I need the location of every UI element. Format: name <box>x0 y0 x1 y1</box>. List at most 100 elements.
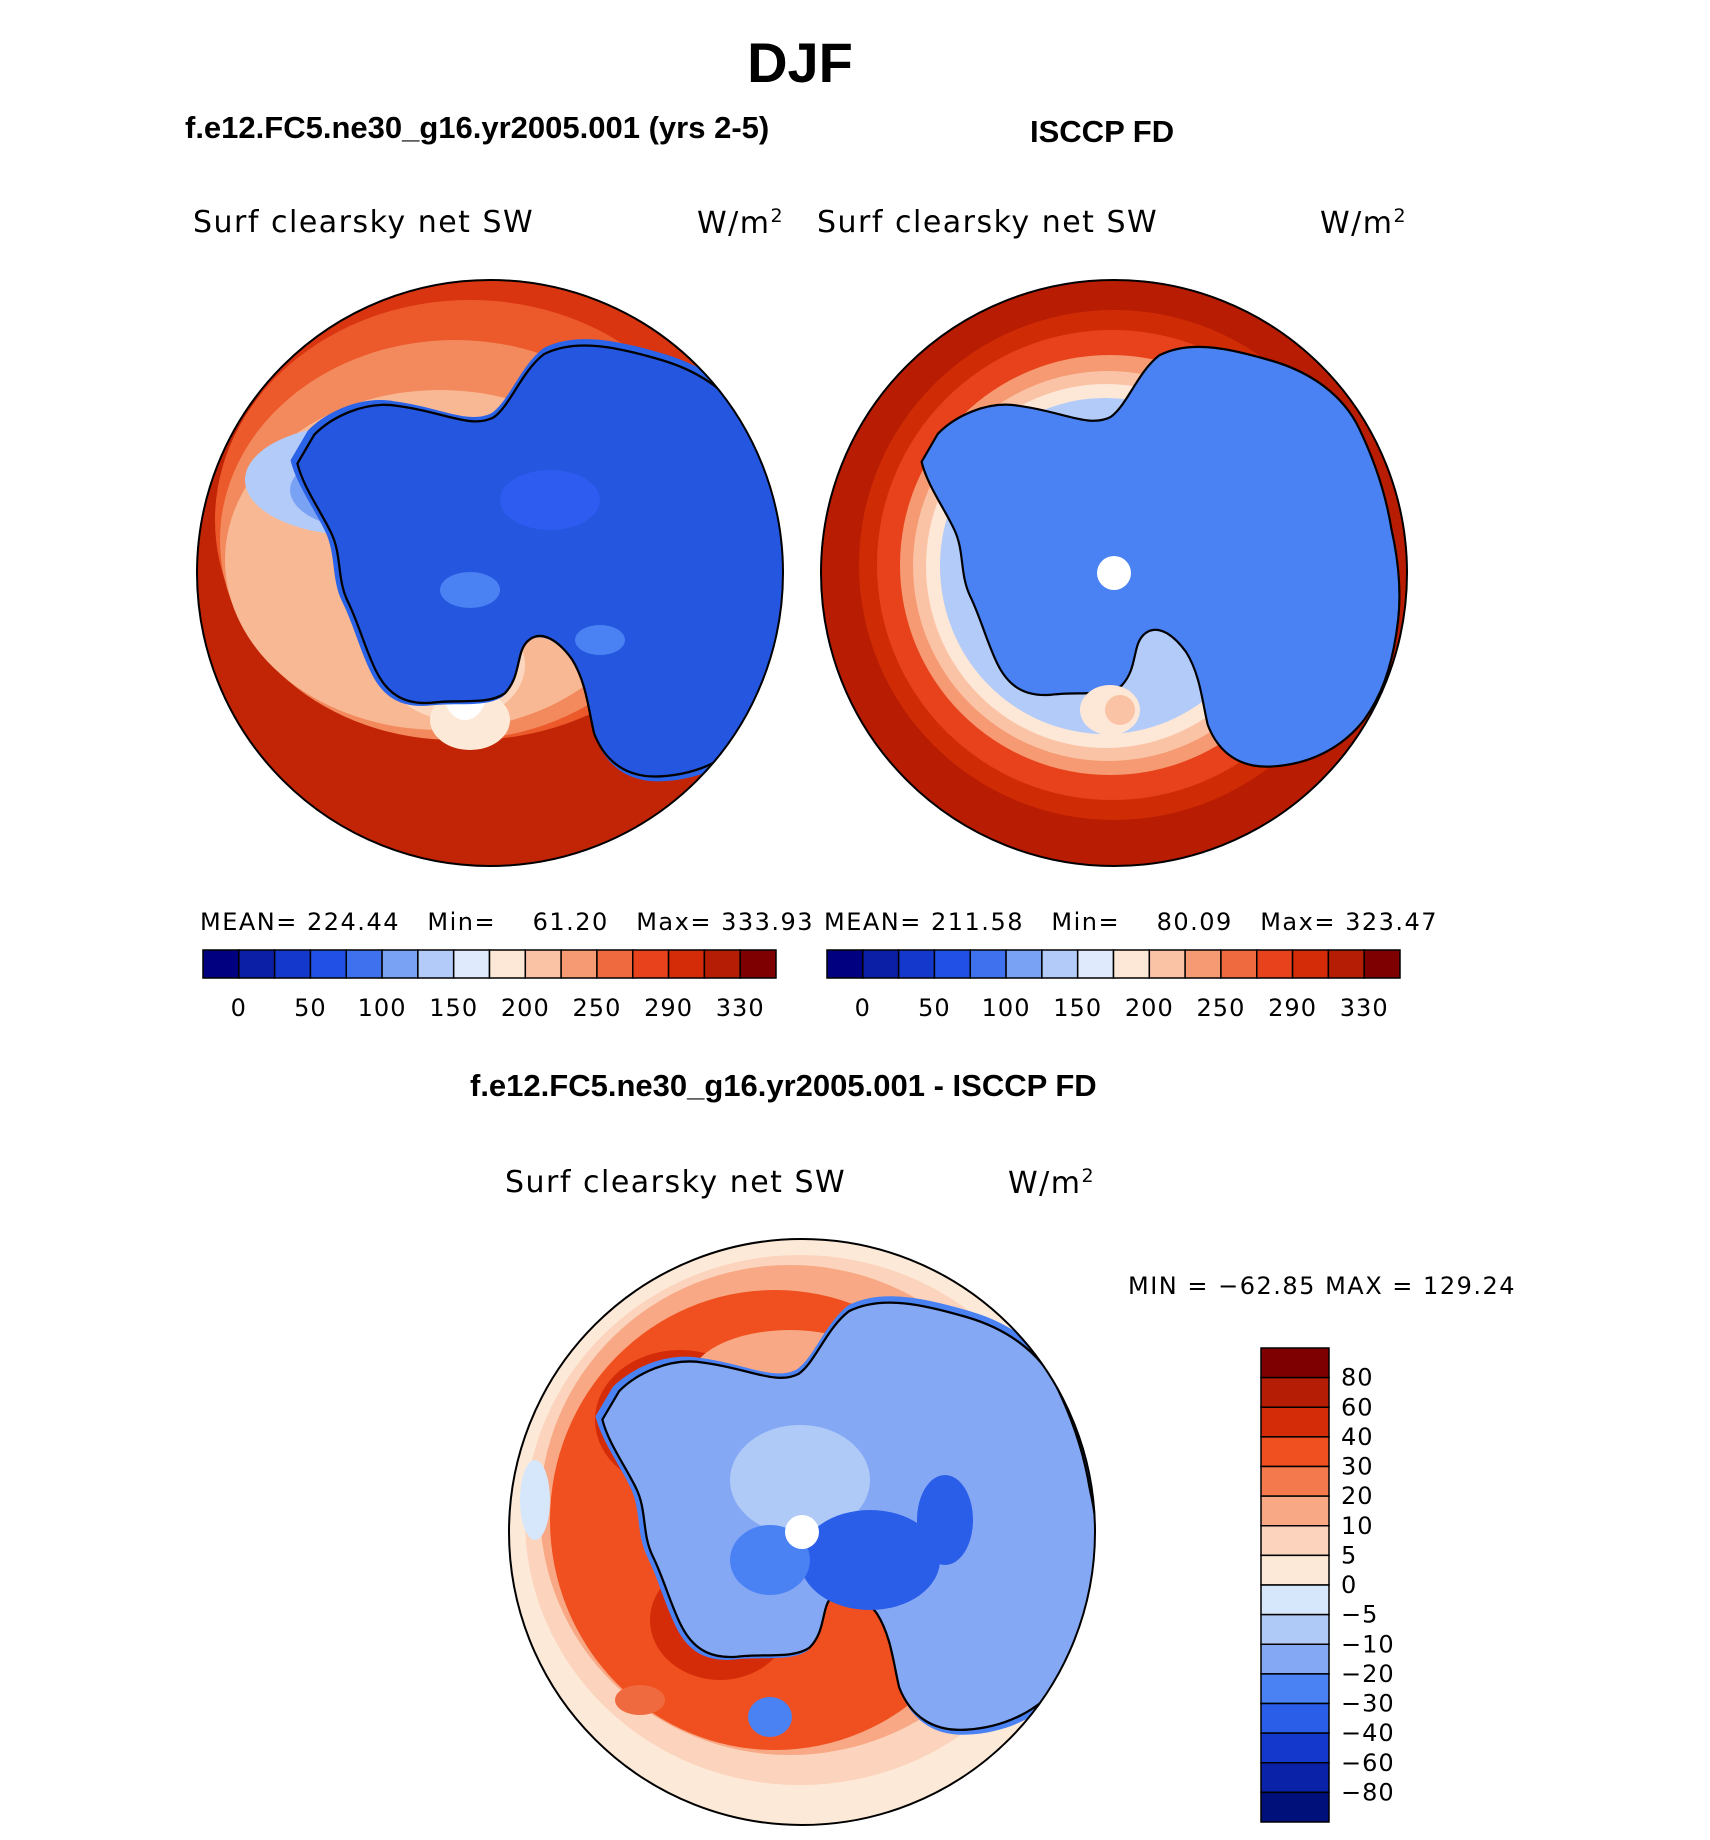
diff-colorbar-swatch <box>1260 1495 1330 1527</box>
diff-units-label: W/m2 <box>1008 1165 1096 1201</box>
diff-colorbar-tick-label: 60 <box>1341 1393 1374 1421</box>
diff-colorbar-swatch <box>1260 1376 1330 1408</box>
diff-colorbar-tick-label: 10 <box>1341 1512 1374 1540</box>
obs-colorbar-tick-label: 250 <box>1197 994 1246 1022</box>
obs-colorbar-tick-label: 0 <box>855 994 871 1022</box>
model-colorbar-swatch <box>309 949 347 979</box>
model-stats: MEAN= 224.44 Min= 61.20 Max= 333.93 <box>200 908 815 936</box>
obs-colorbar-tick-label: 330 <box>1340 994 1389 1022</box>
diff-colorbar-tick-label: 80 <box>1341 1364 1374 1392</box>
model-units-label: W/m2 <box>697 205 785 241</box>
diff-colorbar-swatch <box>1260 1584 1330 1616</box>
obs-colorbar-swatch <box>1005 949 1043 979</box>
diff-colorbar-swatch <box>1260 1791 1330 1823</box>
diff-colorbar-swatch <box>1260 1732 1330 1764</box>
diff-colorbar-swatch <box>1260 1406 1330 1438</box>
model-variable-label: Surf clearsky net SW <box>193 205 535 240</box>
diff-colorbar-swatch <box>1260 1347 1330 1379</box>
model-colorbar-swatch <box>345 949 383 979</box>
model-colorbar-swatch <box>202 949 240 979</box>
figure-title: DJF <box>747 31 853 94</box>
model-colorbar-swatch <box>452 949 491 979</box>
diff-colorbar-swatch <box>1260 1643 1330 1675</box>
obs-colorbar-tick-label: 290 <box>1268 994 1317 1022</box>
model-colorbar-swatch <box>667 949 706 979</box>
diff-colorbar-tick-label: 20 <box>1341 1482 1374 1510</box>
diff-colorbar-swatch <box>1260 1762 1330 1794</box>
model-colorbar-swatch <box>488 949 527 979</box>
diff-colorbar-tick-label: −20 <box>1341 1660 1395 1688</box>
obs-colorbar: 0 50 100 150 200 250 290 330 <box>826 949 1401 1022</box>
diff-colorbar-tick-label: −40 <box>1341 1719 1395 1747</box>
obs-colorbar-swatch <box>933 949 971 979</box>
model-panel-title: f.e12.FC5.ne30_g16.yr2005.001 (yrs 2-5) <box>185 110 770 145</box>
model-colorbar-tick-label: 250 <box>573 994 622 1022</box>
model-colorbar-swatch <box>632 949 670 979</box>
obs-colorbar-swatch <box>969 949 1007 979</box>
diff-stats: MIN = −62.85 MAX = 129.24 <box>1128 1272 1517 1300</box>
obs-colorbar-swatch <box>1327 949 1365 979</box>
model-colorbar-tick-label: 330 <box>716 994 765 1022</box>
obs-colorbar-swatch <box>1041 949 1079 979</box>
diff-colorbar-tick-label: −10 <box>1341 1630 1395 1658</box>
diff-colorbar-swatch <box>1260 1702 1330 1734</box>
obs-colorbar-tick-label: 100 <box>982 994 1031 1022</box>
obs-stats: MEAN= 211.58 Min= 80.09 Max= 323.47 <box>824 908 1439 936</box>
diff-colorbar-swatch <box>1260 1436 1330 1468</box>
diff-colorbar-tick-label: 40 <box>1341 1423 1374 1451</box>
diff-colorbar-swatch <box>1260 1525 1330 1557</box>
model-colorbar-tick-label: 50 <box>294 994 327 1022</box>
diff-panel-title: f.e12.FC5.ne30_g16.yr2005.001 - ISCCP FD <box>470 1068 1097 1103</box>
obs-colorbar-swatch <box>1363 949 1401 979</box>
diff-colorbar-tick-label: −30 <box>1341 1690 1395 1718</box>
model-colorbar-swatch <box>238 949 276 979</box>
diff-colorbar-tick-label: 5 <box>1341 1541 1357 1569</box>
model-colorbar-tick-label: 290 <box>644 994 693 1022</box>
model-colorbar-tick-label: 100 <box>358 994 407 1022</box>
obs-colorbar-swatch <box>1076 949 1115 979</box>
model-colorbar-swatch <box>596 949 634 979</box>
diff-variable-label: Surf clearsky net SW <box>505 1165 847 1200</box>
obs-colorbar-swatch <box>1291 949 1330 979</box>
obs-colorbar-tick-label: 200 <box>1125 994 1174 1022</box>
obs-colorbar-swatch <box>897 949 936 979</box>
obs-colorbar-swatch <box>1184 949 1222 979</box>
model-colorbar-swatch <box>703 949 741 979</box>
model-colorbar-swatch <box>524 949 562 979</box>
obs-colorbar-swatch <box>862 949 900 979</box>
diff-colorbar-swatch <box>1260 1465 1330 1497</box>
obs-colorbar-swatch <box>1112 949 1151 979</box>
diff-colorbar-tick-label: −60 <box>1341 1749 1395 1777</box>
diff-map-border <box>508 1238 1096 1826</box>
model-colorbar-swatch <box>739 949 777 979</box>
obs-colorbar-swatch <box>1148 949 1186 979</box>
obs-colorbar-swatch <box>826 949 864 979</box>
diff-colorbar-tick-label: −5 <box>1341 1601 1378 1629</box>
model-map <box>197 280 783 866</box>
obs-colorbar-swatch <box>1256 949 1294 979</box>
diff-map <box>509 1239 1095 1825</box>
model-colorbar: 0 50 100 150 200 250 290 330 <box>202 949 777 1022</box>
model-colorbar-tick-label: 0 <box>231 994 247 1022</box>
obs-colorbar-swatch <box>1220 949 1258 979</box>
model-colorbar-tick-label: 200 <box>501 994 550 1022</box>
diff-colorbar-tick-label: −80 <box>1341 1778 1395 1806</box>
obs-variable-label: Surf clearsky net SW <box>817 205 1159 240</box>
obs-colorbar-tick-label: 150 <box>1053 994 1102 1022</box>
diff-colorbar-swatch <box>1260 1613 1330 1645</box>
model-colorbar-tick-label: 150 <box>429 994 478 1022</box>
diff-colorbar-tick-label: 30 <box>1341 1453 1374 1481</box>
diff-colorbar-tick-label: 0 <box>1341 1571 1357 1599</box>
diff-colorbar-swatch <box>1260 1673 1330 1705</box>
obs-map <box>821 280 1407 866</box>
model-map-border <box>196 279 784 867</box>
model-colorbar-swatch <box>560 949 598 979</box>
model-colorbar-swatch <box>417 949 455 979</box>
obs-units-label: W/m2 <box>1320 205 1408 241</box>
model-colorbar-swatch <box>381 949 419 979</box>
model-colorbar-swatch <box>273 949 312 979</box>
obs-panel-title: ISCCP FD <box>1030 114 1175 149</box>
diff-colorbar-swatch <box>1260 1554 1330 1586</box>
